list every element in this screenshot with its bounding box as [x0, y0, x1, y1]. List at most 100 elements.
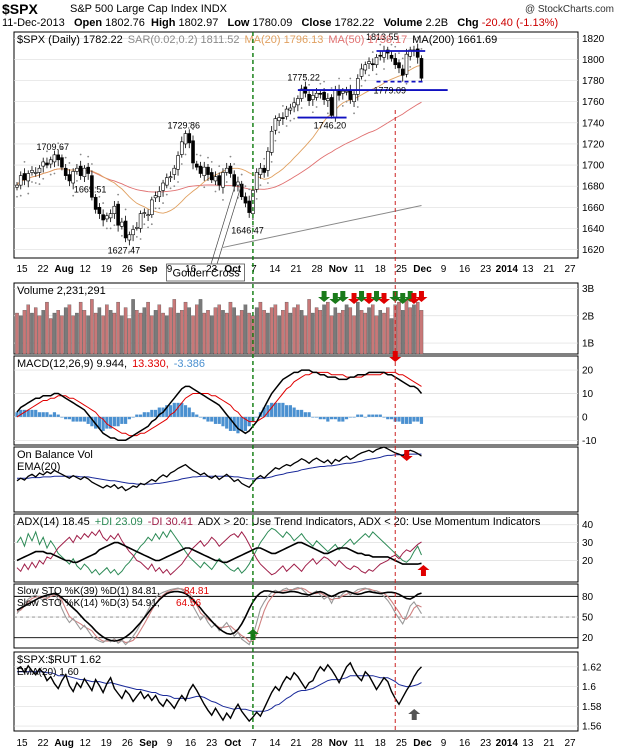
sto-legend-label: Slow STO %K(14) %D(3) 54.91, [17, 598, 160, 609]
volume-bar [127, 318, 132, 355]
price-candle [322, 91, 326, 100]
price-candle [168, 176, 173, 179]
volume-bar [239, 310, 244, 355]
macd-histogram-bar [404, 416, 409, 424]
top-axis-x-label: 21 [543, 264, 555, 275]
top-axis-x-label: 2014 [496, 264, 519, 275]
price-candle [120, 221, 124, 227]
price-candle [30, 170, 34, 173]
adx-legend-label: +DI 23.09 [95, 516, 143, 528]
macd-histogram-bar [386, 416, 390, 420]
price-candle [378, 54, 383, 57]
macd-histogram-bar [356, 414, 360, 417]
volume-bar [86, 315, 90, 355]
price-candle [164, 177, 169, 186]
volume-bar [258, 301, 263, 355]
sar-dot [371, 51, 374, 53]
macd-histogram-bar [37, 412, 42, 417]
bottom-axis-x-label: 9 [441, 738, 447, 749]
price-candle [236, 181, 240, 186]
volume-bar [202, 312, 206, 355]
volume-bar [266, 312, 270, 355]
price-candle [93, 196, 98, 210]
price-candle [281, 117, 285, 119]
macd-arrow [389, 351, 402, 362]
volume-label: Volume [383, 17, 423, 29]
macd-histogram-bar [45, 412, 49, 417]
top-axis-x-label: 16 [185, 264, 197, 275]
volume-bar [165, 315, 169, 355]
macd-histogram-bar [374, 414, 379, 417]
volume-bar [228, 301, 233, 355]
price-candle [258, 167, 263, 175]
sar-dot [360, 84, 363, 87]
sar-dot [132, 246, 134, 249]
volume-bar [195, 304, 199, 355]
bottom-axis-x-label: Dec [413, 738, 432, 749]
sar-dot [267, 182, 269, 184]
price-candle [56, 154, 60, 161]
bottom-axis-x-label: 21 [543, 738, 555, 749]
sar-dot [124, 208, 127, 211]
price-candle [18, 175, 23, 186]
sar-dot [244, 185, 247, 188]
bottom-axis-x-label: 19 [101, 738, 113, 749]
volume-bar [105, 304, 109, 355]
price-tick-label: 1640 [582, 224, 605, 235]
volume-arrow [348, 293, 361, 304]
price-candle [221, 172, 225, 188]
volume-bar [150, 315, 154, 355]
sar-dot [338, 77, 340, 80]
volume-bar [243, 304, 248, 355]
price-candle [67, 174, 72, 182]
volume-bar [412, 304, 416, 355]
price-candle [352, 94, 356, 103]
obv-panel-frame [13, 446, 579, 513]
volume-bar [273, 304, 278, 355]
macd-histogram-bar [352, 416, 356, 418]
volume-bar [97, 307, 102, 355]
volume-bar [371, 304, 375, 355]
volume-bar [123, 307, 128, 355]
volume-bar [157, 304, 162, 355]
macd-histogram-bar [378, 414, 382, 417]
price-candle [138, 213, 143, 229]
macd-histogram-bar [124, 416, 128, 424]
volume-bar [344, 304, 349, 355]
volume-bar [168, 307, 173, 355]
macd-histogram-bar [60, 416, 64, 418]
sar-dot [311, 111, 314, 114]
sar-dot [349, 77, 352, 80]
macd-histogram-bar [180, 402, 184, 417]
volume-bar [307, 299, 311, 355]
macd-legend-label: MACD(12,26,9) 9.944, [17, 358, 127, 370]
sar-dot [274, 139, 277, 142]
low-label: Low [227, 17, 250, 29]
price-legend-label: MA(20) 1796.13 [244, 34, 323, 46]
sto-legend-label: Slow STO %K(39) %D(1) 84.81, [17, 586, 160, 597]
top-axis-x-label: 19 [101, 264, 113, 275]
sto-tick-label: 50 [582, 613, 594, 624]
price-candle [408, 49, 413, 57]
volume-bar [206, 310, 210, 355]
ratio-tick-label: 1.62 [582, 662, 602, 673]
bottom-axis-x-label: 23 [480, 738, 492, 749]
top-axis-x-label: 25 [396, 264, 408, 275]
price-candle [318, 92, 323, 95]
sar-dot [192, 128, 194, 131]
macd-histogram-bar [382, 416, 386, 418]
price-candle [224, 167, 229, 173]
volume-bar [30, 312, 34, 355]
ratio-line [16, 661, 423, 723]
callout-pointer [214, 183, 243, 273]
volume-bar [236, 315, 240, 355]
macd-tick-label: 10 [582, 389, 594, 400]
price-candle [299, 88, 304, 99]
price-candle [333, 89, 338, 118]
sar-dot [98, 195, 101, 198]
price-candle [213, 176, 218, 182]
macd-tick-label: -10 [582, 436, 597, 447]
symbol-description: S&P 500 Large Cap Index INDX [70, 3, 227, 15]
sar-dot [57, 142, 60, 145]
plus-di-line [16, 527, 422, 576]
